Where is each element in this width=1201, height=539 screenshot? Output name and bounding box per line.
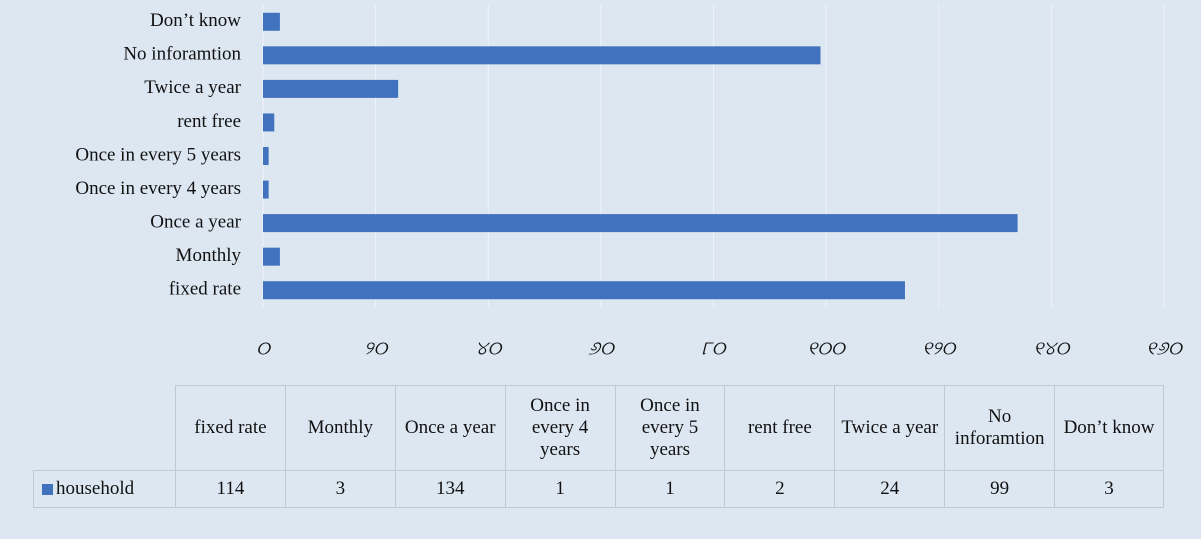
legend-cell: household (33, 470, 175, 508)
y-tick-label: Monthly (176, 245, 242, 266)
bar (263, 79, 399, 98)
x-tick-label: ୦ (256, 338, 272, 359)
x-tick-label: ୬୦ (588, 338, 616, 359)
table-value: 1 (504, 470, 615, 508)
table-header: Once in every 5 years (614, 385, 725, 470)
bar (263, 147, 269, 165)
table-header: Don’t know (1054, 385, 1164, 470)
legend-swatch (42, 483, 53, 495)
y-tick-label: Don’t know (150, 10, 241, 31)
table-value: 99 (944, 470, 1055, 508)
y-tick-label: Twice a year (144, 77, 241, 98)
table-value: 3 (284, 470, 395, 508)
table-header: No inforamtion (944, 385, 1055, 470)
bar (263, 180, 269, 199)
y-tick-label: Once in every 5 years (75, 144, 241, 165)
y-tick-label: Once in every 4 years (75, 178, 241, 199)
table-value: 114 (175, 470, 285, 508)
y-tick-label: No inforamtion (123, 44, 241, 65)
x-tick-label: ୮୦ (702, 338, 728, 359)
x-tick-label: ୧୨୦ (922, 338, 957, 359)
x-tick-label: ୧୬୦ (1146, 338, 1184, 359)
y-tick-label: fixed rate (169, 279, 241, 300)
table-header: Once in every 4 years (504, 385, 615, 470)
y-tick-label: Once a year (150, 211, 241, 232)
bar (263, 214, 1018, 233)
table-value: 24 (834, 470, 945, 508)
legend-label: household (56, 478, 135, 499)
table-header: Monthly (284, 385, 395, 470)
x-tick-label: ୧୦୦ (807, 338, 847, 359)
table-value: 3 (1054, 470, 1164, 508)
table-header: rent free (724, 385, 835, 470)
table-header: Twice a year (834, 385, 945, 470)
x-tick-label: ୨୦ (364, 338, 389, 359)
table-value: 2 (724, 470, 835, 508)
x-tick-label: ୧୪୦ (1033, 338, 1071, 359)
table-header: fixed rate (175, 385, 285, 470)
bar (263, 113, 275, 132)
table-header: Once a year (394, 385, 505, 470)
y-tick-label: rent free (177, 111, 241, 132)
bar (263, 12, 280, 31)
x-tick-label: ୪୦ (475, 338, 503, 359)
table-value: 134 (394, 470, 505, 508)
bar (263, 281, 905, 300)
bar (263, 247, 280, 266)
bar (263, 46, 821, 65)
table-value: 1 (614, 470, 725, 508)
